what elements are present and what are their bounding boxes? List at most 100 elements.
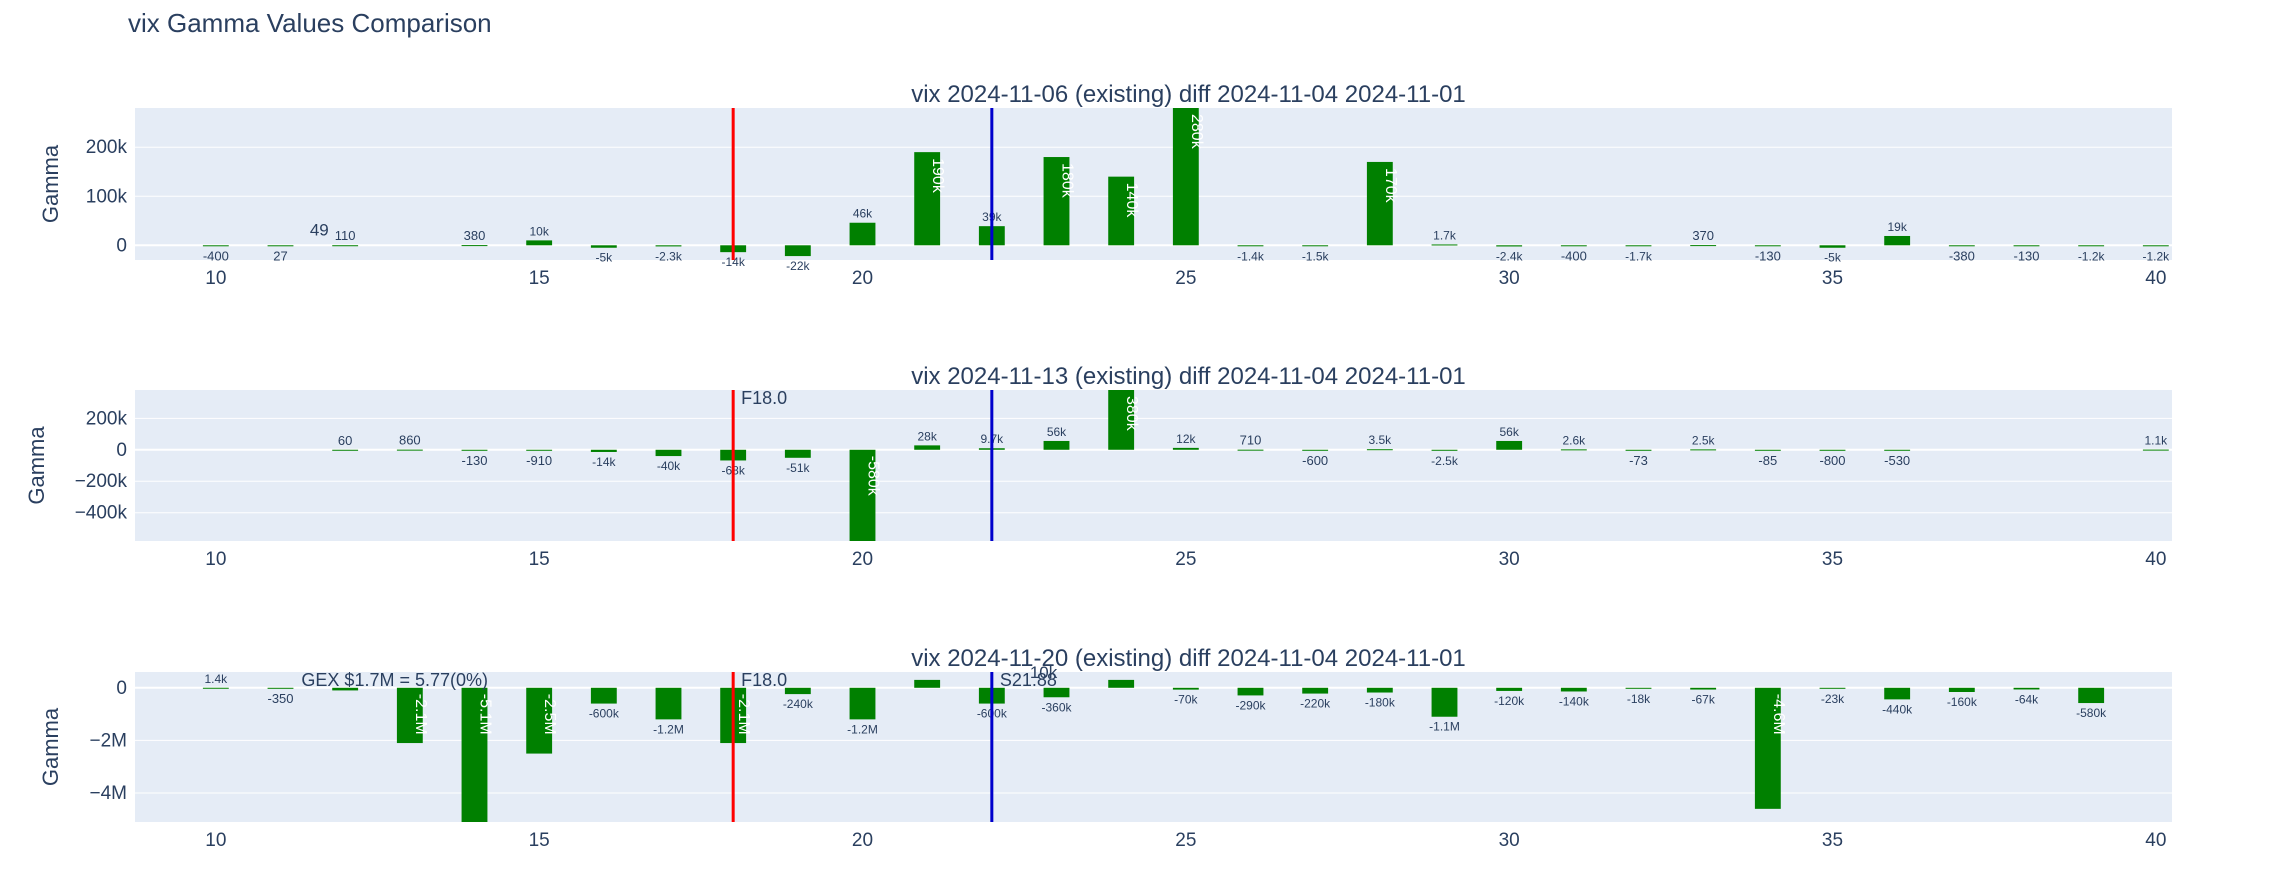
bar	[332, 245, 359, 247]
bar	[1237, 245, 1264, 247]
y-tick-label: 0	[116, 440, 127, 461]
annotation: GEX $1.7M = 5.77(0%)	[301, 670, 488, 690]
data-label: -2.5k	[1431, 454, 1459, 468]
y-axis-label: Gamma	[38, 707, 63, 786]
bar	[784, 449, 811, 458]
x-tick-label: 30	[1499, 830, 1520, 851]
data-label: -240k	[783, 697, 814, 711]
bar	[1625, 245, 1652, 247]
bar	[461, 449, 488, 451]
x-tick-label: 15	[529, 268, 550, 289]
y-tick-label: −200k	[75, 471, 128, 492]
bar	[1366, 687, 1393, 693]
bar	[2013, 245, 2040, 247]
data-label: 170k	[1382, 168, 1399, 204]
data-label: 860	[399, 433, 421, 448]
data-label: 56k	[1499, 425, 1519, 439]
x-tick-label: 40	[2145, 830, 2166, 851]
data-label: 1.7k	[1433, 228, 1457, 242]
data-label: -400	[1561, 248, 1587, 263]
data-label: 190k	[929, 158, 946, 194]
x-tick-label: 35	[1822, 830, 1843, 851]
data-label: -120k	[1494, 694, 1525, 708]
data-label: -2.5M	[541, 694, 558, 735]
data-label: 180k	[1059, 163, 1076, 199]
bar	[526, 687, 553, 754]
data-label: 1.4k	[204, 672, 228, 686]
data-label: -130	[2013, 248, 2039, 263]
data-label: -14k	[721, 255, 745, 269]
bar	[461, 687, 488, 822]
plot-area	[135, 672, 2172, 822]
data-label: -1.2M	[653, 722, 684, 736]
data-label: -180k	[1365, 696, 1396, 710]
bar	[1819, 687, 1846, 689]
data-label: -130	[461, 453, 487, 468]
x-tick-label: 20	[852, 830, 873, 851]
y-tick-label: 0	[116, 235, 127, 256]
data-label: 12k	[1176, 432, 1196, 446]
annotation: F18.0	[741, 670, 787, 690]
data-label: 10k	[1030, 663, 1058, 682]
data-label: -1.4k	[1237, 249, 1265, 263]
data-label: 380k	[1123, 396, 1140, 432]
bar	[1172, 447, 1199, 450]
data-label: -350	[267, 691, 293, 706]
data-label: -85	[1758, 453, 1777, 468]
data-label: 2.5k	[1692, 433, 1716, 447]
data-label: -130	[1755, 248, 1781, 263]
data-label: 2.6k	[1562, 433, 1586, 447]
bar	[914, 445, 941, 450]
bar	[1043, 687, 1070, 698]
y-tick-label: 0	[116, 678, 127, 699]
chart-panel-2: −400k −200k 0 200k 10 15 20 25 30 35 40 vix 2024-11…	[24, 363, 2172, 570]
plot-area	[135, 108, 2172, 260]
data-label: -1.7k	[1625, 249, 1653, 263]
y-tick-label: −2M	[90, 730, 128, 751]
bar	[1108, 390, 1135, 450]
bar	[332, 449, 359, 451]
bar	[1948, 687, 1975, 692]
bar	[1108, 679, 1135, 688]
data-label: 380	[464, 228, 486, 243]
bar	[1302, 449, 1329, 451]
bar	[1884, 687, 1911, 700]
bar	[590, 687, 617, 704]
data-label: -910	[526, 453, 552, 468]
data-label: -800	[1819, 453, 1845, 468]
bar	[1754, 687, 1781, 809]
data-label: 19k	[1887, 220, 1907, 234]
data-label: -22k	[786, 259, 810, 273]
y-tick-label: 200k	[86, 137, 128, 158]
bar	[590, 449, 617, 452]
chart-panel-3: −4M −2M 0 10 15 20 25 30 35 40 vix 2024-11-20 (exi…	[38, 645, 2172, 851]
data-label: -23k	[1821, 692, 1845, 706]
data-label: -1.2k	[2142, 249, 2170, 263]
bar	[1496, 245, 1523, 247]
data-label: 1.1k	[2144, 434, 2168, 448]
bar	[1560, 449, 1587, 451]
bar	[784, 687, 811, 695]
data-label: -4.6M	[1770, 694, 1787, 735]
data-label: -2.4k	[1496, 249, 1524, 263]
bar	[1690, 687, 1717, 690]
bar	[655, 245, 682, 247]
bar	[1237, 687, 1264, 696]
x-tick-label: 35	[1822, 549, 1843, 570]
bar	[1366, 449, 1393, 451]
bar	[1108, 176, 1135, 246]
bar	[655, 687, 682, 720]
data-label: -2.3k	[655, 249, 683, 263]
x-tick-label: 25	[1175, 830, 1196, 851]
chart-title: vix 2024-11-13 (existing) diff 2024-11-0…	[911, 363, 1466, 390]
data-label: 140k	[1123, 183, 1140, 219]
annotation: F18.0	[741, 388, 787, 408]
bar	[1302, 687, 1329, 694]
bar	[1431, 449, 1458, 451]
bar	[396, 687, 423, 744]
data-label: 3.5k	[1368, 433, 1392, 447]
data-label: -5k	[1824, 251, 1842, 265]
bar	[849, 687, 876, 720]
